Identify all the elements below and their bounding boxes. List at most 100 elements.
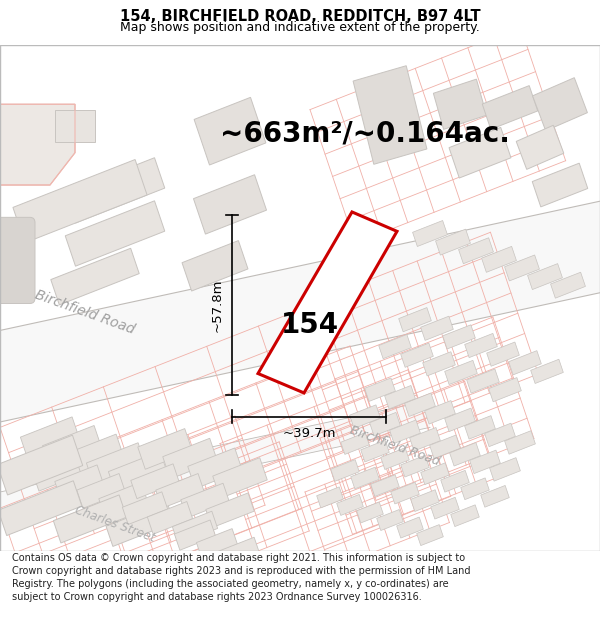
- Polygon shape: [482, 86, 538, 129]
- Polygon shape: [188, 448, 242, 489]
- Polygon shape: [436, 229, 470, 255]
- Polygon shape: [172, 511, 218, 544]
- Polygon shape: [467, 369, 499, 393]
- Text: 154: 154: [281, 311, 339, 339]
- Polygon shape: [464, 333, 497, 357]
- Polygon shape: [389, 420, 421, 443]
- Polygon shape: [65, 201, 165, 266]
- Polygon shape: [258, 212, 397, 393]
- Polygon shape: [425, 401, 455, 424]
- Polygon shape: [0, 481, 82, 536]
- Polygon shape: [490, 458, 520, 481]
- Polygon shape: [371, 474, 399, 496]
- Polygon shape: [131, 464, 179, 499]
- FancyBboxPatch shape: [0, 217, 35, 304]
- Polygon shape: [53, 495, 127, 543]
- Text: Contains OS data © Crown copyright and database right 2021. This information is : Contains OS data © Crown copyright and d…: [12, 554, 470, 602]
- Polygon shape: [421, 316, 454, 341]
- Polygon shape: [175, 520, 215, 550]
- Polygon shape: [398, 308, 431, 332]
- Polygon shape: [65, 158, 165, 223]
- Polygon shape: [527, 264, 562, 289]
- Text: ~663m²/~0.164ac.: ~663m²/~0.164ac.: [220, 119, 510, 148]
- Text: 154, BIRCHFIELD ROAD, REDDITCH, B97 4LT: 154, BIRCHFIELD ROAD, REDDITCH, B97 4LT: [119, 9, 481, 24]
- Polygon shape: [401, 343, 433, 367]
- Polygon shape: [0, 435, 83, 495]
- Polygon shape: [445, 361, 478, 384]
- Polygon shape: [148, 501, 193, 534]
- Polygon shape: [530, 359, 563, 384]
- Polygon shape: [0, 401, 430, 519]
- Polygon shape: [351, 467, 379, 489]
- Polygon shape: [181, 483, 229, 518]
- Polygon shape: [331, 459, 359, 481]
- Polygon shape: [99, 482, 147, 517]
- Polygon shape: [433, 79, 487, 129]
- Polygon shape: [365, 378, 395, 401]
- Polygon shape: [482, 246, 517, 272]
- Polygon shape: [86, 442, 146, 485]
- Polygon shape: [377, 509, 403, 531]
- Polygon shape: [413, 221, 448, 246]
- Polygon shape: [381, 448, 409, 469]
- Polygon shape: [194, 98, 266, 165]
- Polygon shape: [449, 442, 481, 466]
- Polygon shape: [356, 502, 383, 523]
- Polygon shape: [461, 478, 489, 499]
- Polygon shape: [109, 451, 167, 494]
- Polygon shape: [458, 238, 493, 264]
- Polygon shape: [488, 378, 521, 402]
- Polygon shape: [481, 486, 509, 507]
- Polygon shape: [551, 272, 586, 298]
- Polygon shape: [401, 455, 429, 477]
- Polygon shape: [422, 352, 455, 376]
- Polygon shape: [509, 351, 541, 375]
- Polygon shape: [410, 428, 440, 451]
- Polygon shape: [206, 493, 254, 528]
- Polygon shape: [13, 159, 147, 243]
- Polygon shape: [404, 393, 436, 416]
- Polygon shape: [193, 175, 266, 234]
- Polygon shape: [397, 517, 424, 538]
- Polygon shape: [505, 431, 535, 454]
- Polygon shape: [379, 334, 412, 359]
- Text: ~57.8m: ~57.8m: [211, 278, 224, 332]
- Polygon shape: [391, 482, 419, 504]
- Polygon shape: [532, 163, 588, 207]
- Polygon shape: [51, 248, 139, 305]
- Polygon shape: [451, 505, 479, 527]
- Polygon shape: [337, 494, 364, 516]
- Polygon shape: [213, 458, 267, 498]
- Polygon shape: [106, 503, 174, 546]
- Polygon shape: [464, 416, 496, 439]
- Polygon shape: [20, 417, 80, 459]
- Polygon shape: [431, 498, 459, 519]
- Polygon shape: [138, 429, 192, 469]
- Polygon shape: [385, 386, 415, 409]
- Polygon shape: [11, 448, 59, 482]
- Polygon shape: [416, 524, 443, 546]
- Polygon shape: [421, 463, 449, 484]
- Polygon shape: [163, 438, 217, 479]
- Polygon shape: [470, 450, 500, 474]
- Text: Map shows position and indicative extent of the property.: Map shows position and indicative extent…: [120, 21, 480, 34]
- Polygon shape: [218, 538, 260, 568]
- Polygon shape: [350, 405, 380, 428]
- Polygon shape: [122, 492, 167, 524]
- Polygon shape: [443, 325, 475, 349]
- Polygon shape: [0, 104, 75, 185]
- Polygon shape: [445, 408, 475, 432]
- Polygon shape: [196, 529, 238, 559]
- Polygon shape: [317, 487, 343, 508]
- Polygon shape: [64, 434, 124, 477]
- Polygon shape: [0, 201, 600, 422]
- Polygon shape: [43, 426, 101, 468]
- Polygon shape: [77, 474, 125, 508]
- Polygon shape: [430, 435, 460, 459]
- Polygon shape: [361, 440, 389, 462]
- Polygon shape: [341, 432, 369, 454]
- Polygon shape: [182, 241, 248, 291]
- Polygon shape: [533, 78, 587, 131]
- Polygon shape: [411, 490, 439, 511]
- Text: Charles Street: Charles Street: [73, 504, 157, 545]
